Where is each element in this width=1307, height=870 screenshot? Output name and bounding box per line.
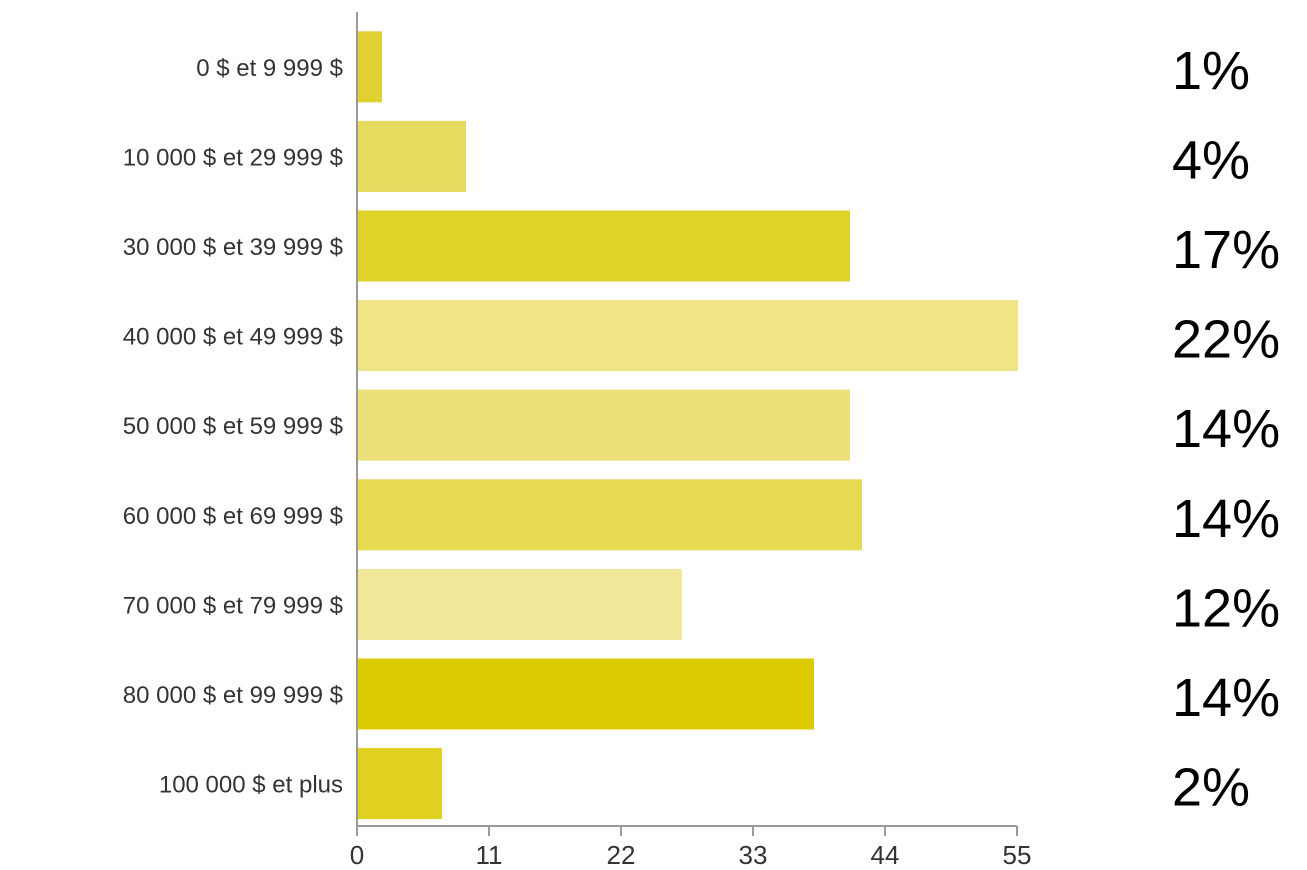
category-label: 40 000 $ et 49 999 $	[123, 324, 343, 351]
bars-group	[358, 31, 1018, 820]
x-tick-label: 11	[476, 840, 503, 870]
x-tick-label: 22	[607, 840, 636, 870]
bar	[358, 479, 862, 551]
category-label: 10 000 $ et 29 999 $	[123, 144, 343, 171]
bar	[358, 748, 442, 820]
category-label: 50 000 $ et 59 999 $	[123, 413, 343, 440]
bar	[358, 31, 382, 103]
x-tick-label: 44	[871, 840, 900, 870]
category-label: 80 000 $ et 99 999 $	[123, 682, 343, 709]
percent-label: 4%	[1172, 130, 1250, 190]
bar	[358, 658, 814, 730]
x-tick-label: 55	[1003, 840, 1032, 870]
category-label: 60 000 $ et 69 999 $	[123, 503, 343, 530]
bar	[358, 568, 682, 640]
x-tick-label: 33	[739, 840, 768, 870]
bar	[358, 389, 850, 461]
bar	[358, 210, 850, 282]
category-label: 30 000 $ et 39 999 $	[123, 234, 343, 261]
percent-label: 12%	[1172, 578, 1280, 638]
category-label: 0 $ et 9 999 $	[196, 55, 343, 82]
x-tick-label: 0	[350, 840, 364, 870]
percent-labels-group: 1% 4% 17% 22% 14% 14% 12% 14% 2%	[1172, 41, 1280, 818]
x-ticks-group: 0 11 22 33 44 55	[350, 826, 1032, 870]
category-label: 100 000 $ et plus	[159, 772, 343, 799]
bar	[358, 120, 466, 192]
category-label: 70 000 $ et 79 999 $	[123, 592, 343, 619]
percent-label: 22%	[1172, 310, 1280, 370]
percent-label: 1%	[1172, 41, 1250, 101]
percent-label: 14%	[1172, 489, 1280, 549]
percent-label: 17%	[1172, 220, 1280, 280]
percent-label: 14%	[1172, 668, 1280, 728]
percent-label: 2%	[1172, 758, 1250, 818]
bar	[358, 300, 1018, 372]
category-labels-group: 0 $ et 9 999 $ 10 000 $ et 29 999 $ 30 000…	[123, 55, 343, 799]
percent-label: 14%	[1172, 399, 1280, 459]
